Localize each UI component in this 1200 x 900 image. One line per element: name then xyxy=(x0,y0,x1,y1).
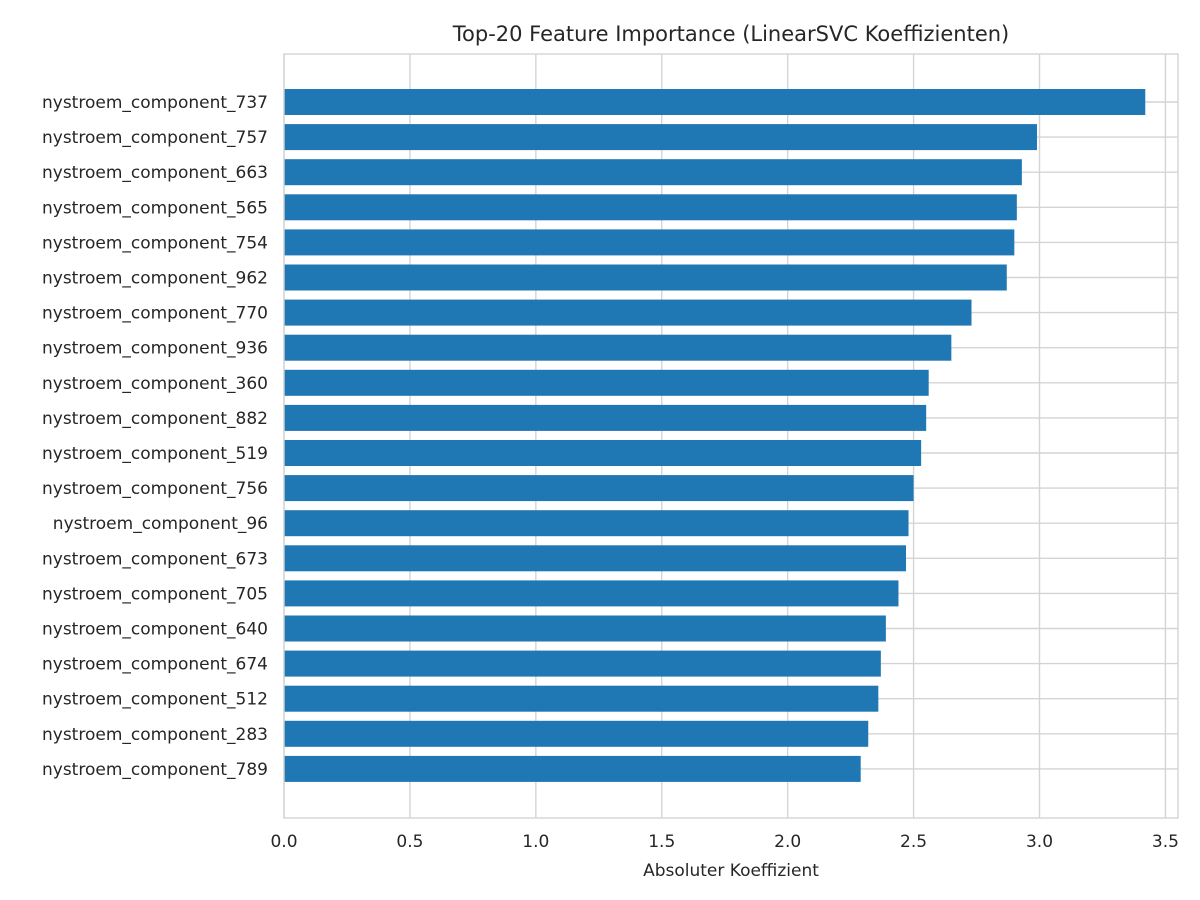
bar xyxy=(284,615,886,642)
y-tick-label: nystroem_component_663 xyxy=(42,163,268,183)
bar xyxy=(284,124,1037,151)
bar xyxy=(284,510,909,537)
y-tick-label: nystroem_component_283 xyxy=(42,725,268,745)
x-tick-label: 0.0 xyxy=(270,832,297,852)
bar xyxy=(284,685,879,712)
x-tick-label: 1.0 xyxy=(522,832,549,852)
x-tick-label: 2.5 xyxy=(900,832,927,852)
y-tick-label: nystroem_component_705 xyxy=(42,584,268,604)
bar xyxy=(284,755,861,782)
y-tick-label: nystroem_component_519 xyxy=(42,444,268,464)
bar xyxy=(284,545,907,572)
x-tick-label: 0.5 xyxy=(396,832,423,852)
x-tick-label: 3.5 xyxy=(1152,832,1179,852)
x-tick-label: 1.5 xyxy=(648,832,675,852)
bar xyxy=(284,264,1007,291)
bar xyxy=(284,334,952,361)
y-tick-label: nystroem_component_737 xyxy=(42,93,268,113)
bar xyxy=(284,89,1146,115)
y-tick-label: nystroem_component_673 xyxy=(42,549,268,569)
y-tick-label: nystroem_component_96 xyxy=(53,514,268,534)
x-axis-label: Absoluter Koeffizient xyxy=(643,861,819,881)
y-tick-label: nystroem_component_565 xyxy=(42,198,268,218)
y-tick-label: nystroem_component_512 xyxy=(42,690,268,710)
chart-title: Top-20 Feature Importance (LinearSVC Koe… xyxy=(452,22,1010,46)
y-tick-label: nystroem_component_674 xyxy=(42,655,268,675)
y-tick-label: nystroem_component_757 xyxy=(42,128,268,148)
bars xyxy=(284,89,1146,782)
bar xyxy=(284,580,899,607)
y-tick-label: nystroem_component_789 xyxy=(42,760,268,780)
plot-frame xyxy=(283,53,1179,819)
bar xyxy=(284,404,927,431)
y-tick-label: nystroem_component_882 xyxy=(42,409,268,429)
bar xyxy=(284,720,869,747)
y-tick-label: nystroem_component_770 xyxy=(42,304,268,324)
bar xyxy=(284,650,881,677)
bar xyxy=(284,369,929,396)
y-tick-label: nystroem_component_360 xyxy=(42,374,268,394)
x-tick-labels: 0.0 0.5 1.0 1.5 2.0 2.5 3.0 3.5 xyxy=(270,832,1178,852)
y-tick-label: nystroem_component_962 xyxy=(42,269,268,289)
bar xyxy=(284,475,914,502)
x-tick-label: 3.0 xyxy=(1026,832,1053,852)
bar xyxy=(284,299,972,326)
y-tick-label: nystroem_component_754 xyxy=(42,233,268,253)
y-tick-labels: nystroem_component_737 nystroem_component… xyxy=(42,93,268,780)
bar xyxy=(284,194,1017,221)
y-tick-label: nystroem_component_936 xyxy=(42,339,268,359)
y-tick-label: nystroem_component_756 xyxy=(42,479,268,499)
bar xyxy=(284,440,922,466)
x-tick-label: 2.0 xyxy=(774,832,801,852)
y-tick-label: nystroem_component_640 xyxy=(42,620,268,640)
bar xyxy=(284,229,1015,256)
bar xyxy=(284,159,1022,186)
